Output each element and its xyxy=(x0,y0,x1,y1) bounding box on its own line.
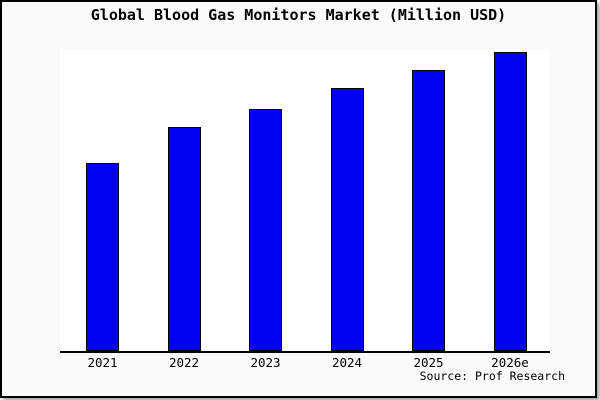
bar-2024 xyxy=(330,87,364,351)
x-tick-label-2024: 2024 xyxy=(331,355,363,370)
plot-area xyxy=(60,49,550,353)
bar-2021 xyxy=(86,162,119,351)
x-tick-label-2021: 2021 xyxy=(87,355,118,370)
x-tick-label-2026e: 2026e xyxy=(491,355,529,370)
x-tick-label-2023: 2023 xyxy=(250,355,281,370)
source-credit: Source: Prof Research xyxy=(419,369,565,383)
x-tick-label-2025: 2025 xyxy=(413,355,444,370)
bar-2025 xyxy=(412,69,445,351)
bar-2023 xyxy=(249,108,282,351)
chart-title: Global Blood Gas Monitors Market (Millio… xyxy=(90,6,507,24)
bar-2022 xyxy=(167,126,201,351)
bar-2026e xyxy=(493,52,527,351)
x-tick-label-2022: 2022 xyxy=(168,355,200,370)
